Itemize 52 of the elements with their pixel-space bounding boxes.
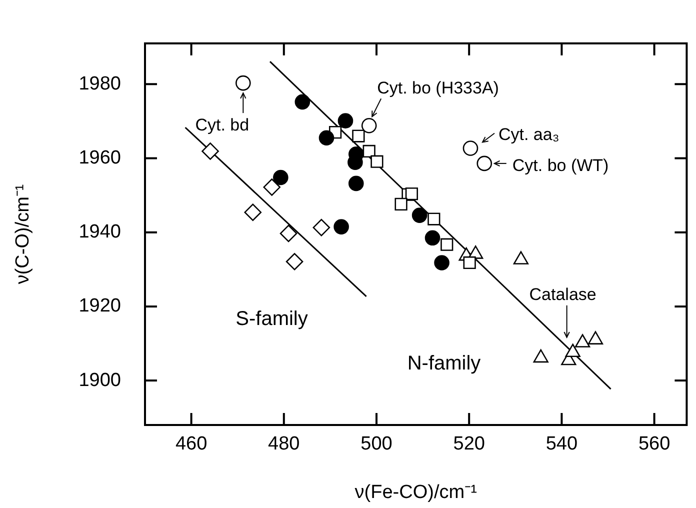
y-tick-label: 1940: [78, 222, 121, 243]
point: [370, 155, 384, 168]
point: [338, 113, 354, 128]
point: [312, 218, 330, 236]
point: [588, 331, 604, 344]
point: [412, 208, 428, 223]
point: [574, 334, 590, 348]
point: [361, 118, 377, 134]
point: [394, 198, 408, 210]
point: [334, 219, 349, 234]
annotation: Cyt. aa₃: [498, 124, 560, 144]
point: [463, 256, 476, 270]
y-tick-label: 1920: [78, 296, 121, 317]
annotation: Catalase: [529, 285, 596, 304]
y-tick-label: 1960: [78, 147, 121, 168]
point: [263, 178, 281, 196]
annotation: Cyt. bd: [195, 116, 250, 135]
annotation: N-family: [407, 352, 481, 374]
point: [202, 142, 219, 160]
point: [236, 75, 251, 91]
point: [294, 94, 310, 110]
point: [348, 176, 364, 192]
point: [362, 144, 376, 158]
annotation: S-family: [236, 308, 308, 330]
point: [513, 251, 529, 264]
y-axis-title: ν(C-O)/cm⁻¹: [12, 184, 34, 284]
annotation: Cyt. bo (H333A): [377, 78, 499, 98]
x-tick-label: 500: [360, 434, 392, 455]
point: [352, 130, 365, 142]
point: [440, 238, 454, 251]
point: [476, 156, 492, 172]
point: [280, 224, 298, 242]
point: [273, 170, 288, 186]
x-tick-label: 560: [638, 434, 670, 455]
annotation: Cyt. bo (WT): [512, 156, 609, 176]
point: [318, 130, 334, 146]
point: [428, 212, 440, 226]
point: [286, 252, 304, 270]
point: [533, 349, 548, 363]
x-tick-label: 540: [546, 434, 578, 455]
point: [434, 255, 450, 270]
y-tick-label: 1900: [78, 370, 121, 391]
x-axis-title: ν(Fe-CO)/cm⁻¹: [354, 482, 477, 503]
point: [462, 140, 478, 156]
x-tick-label: 480: [268, 434, 300, 455]
y-tick-label: 1980: [78, 73, 121, 94]
point: [405, 188, 418, 200]
point: [424, 230, 440, 246]
x-tick-label: 460: [175, 434, 208, 455]
x-tick-label: 520: [453, 434, 485, 455]
point: [244, 204, 262, 221]
point: [565, 344, 580, 358]
